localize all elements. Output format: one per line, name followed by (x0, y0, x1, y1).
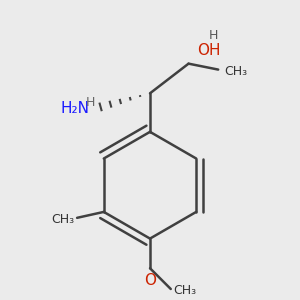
Text: CH₃: CH₃ (224, 64, 247, 78)
Text: CH₃: CH₃ (174, 284, 197, 297)
Text: H: H (86, 96, 95, 109)
Text: H₂N: H₂N (60, 100, 89, 116)
Text: CH₃: CH₃ (51, 213, 74, 226)
Text: H: H (209, 29, 218, 42)
Text: O: O (144, 273, 156, 288)
Text: OH: OH (197, 43, 221, 58)
